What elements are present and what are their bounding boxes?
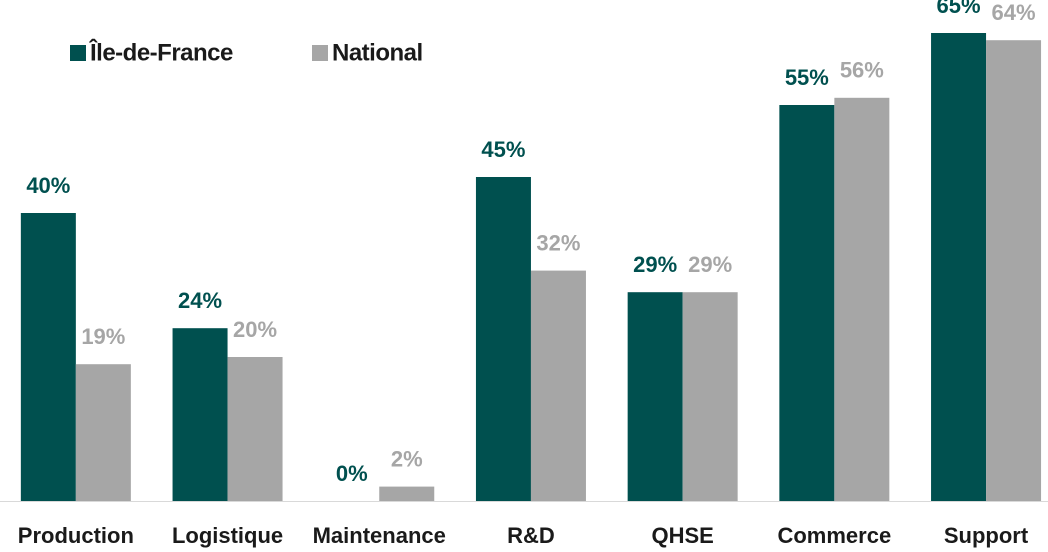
x-tick-label: QHSE bbox=[651, 523, 713, 548]
data-label: 32% bbox=[536, 230, 580, 255]
data-label: 55% bbox=[785, 65, 829, 90]
data-label: 56% bbox=[840, 58, 884, 83]
bar bbox=[227, 357, 283, 501]
data-label: 0% bbox=[336, 461, 368, 486]
bar bbox=[172, 328, 228, 501]
data-label: 2% bbox=[391, 446, 423, 471]
bar bbox=[530, 270, 586, 501]
bar bbox=[627, 292, 683, 501]
x-tick-label: Maintenance bbox=[313, 523, 446, 548]
x-tick-label: Production bbox=[18, 523, 134, 548]
data-label: 64% bbox=[992, 0, 1036, 25]
legend-swatch bbox=[70, 45, 86, 61]
bar bbox=[779, 105, 835, 501]
legend-label: National bbox=[332, 39, 423, 66]
data-label: 29% bbox=[633, 252, 677, 277]
legend-swatch bbox=[312, 45, 328, 61]
x-tick-label: Support bbox=[944, 523, 1029, 548]
data-label: 20% bbox=[233, 317, 277, 342]
bar bbox=[75, 364, 131, 501]
data-label: 24% bbox=[178, 288, 222, 313]
bar bbox=[986, 40, 1042, 501]
legend-label: Île-de-France bbox=[89, 38, 233, 66]
bar bbox=[379, 486, 435, 501]
bar bbox=[931, 33, 987, 501]
data-label: 19% bbox=[81, 324, 125, 349]
data-label: 29% bbox=[688, 252, 732, 277]
x-tick-label: R&D bbox=[507, 523, 555, 548]
data-label: 65% bbox=[937, 0, 981, 18]
data-label: 45% bbox=[481, 137, 525, 162]
bar bbox=[682, 292, 738, 501]
x-tick-label: Logistique bbox=[172, 523, 283, 548]
x-tick-label: Commerce bbox=[777, 523, 891, 548]
bar bbox=[20, 213, 76, 501]
bar bbox=[475, 177, 531, 501]
data-label: 40% bbox=[26, 173, 70, 198]
bar bbox=[834, 97, 890, 502]
